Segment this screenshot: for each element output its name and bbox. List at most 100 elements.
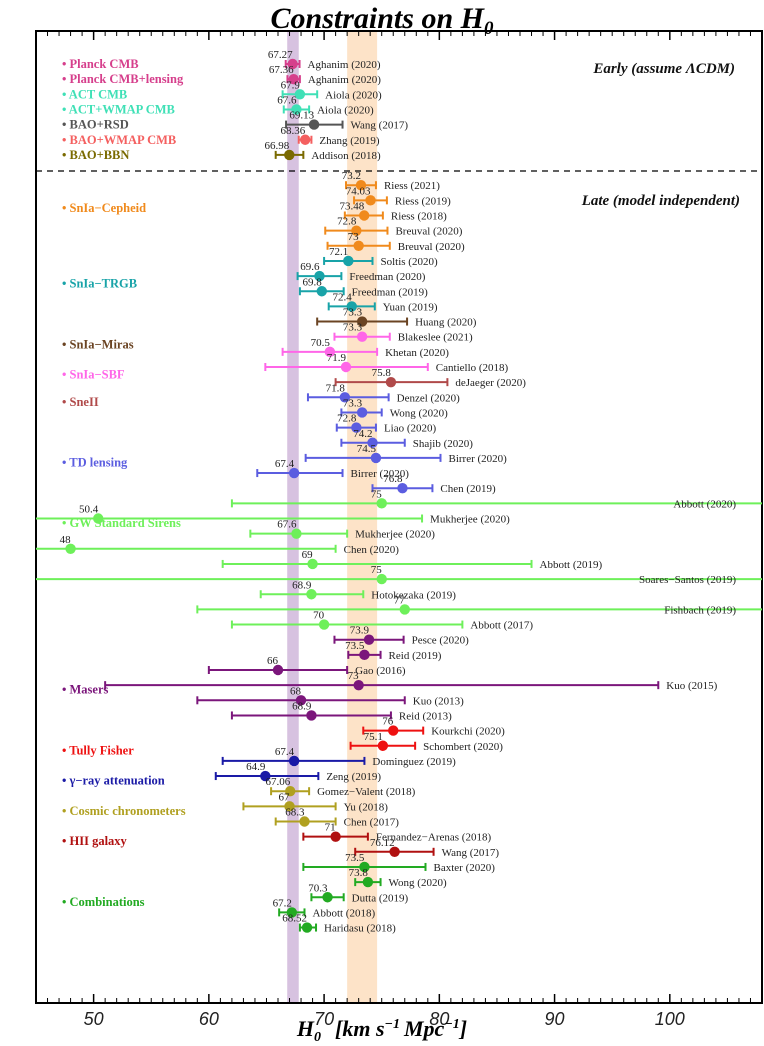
value-label-22: 73.3 bbox=[343, 397, 363, 409]
reference-label-36: Abbott (2017) bbox=[470, 620, 533, 632]
data-point-28 bbox=[376, 498, 387, 509]
value-label-32: 69 bbox=[302, 549, 314, 561]
value-label-28: 75 bbox=[371, 488, 383, 500]
reference-label-52: Baxter (2020) bbox=[434, 862, 496, 874]
value-label-38: 73.5 bbox=[345, 640, 365, 652]
data-point-9 bbox=[358, 210, 370, 221]
data-point-39 bbox=[272, 664, 284, 676]
group-label-12: • TD lensing bbox=[62, 455, 128, 469]
reference-label-31: Chen (2020) bbox=[344, 544, 400, 556]
x-tick-label-80: 80 bbox=[429, 1009, 449, 1029]
section-early-label: Early (assume ΛCDM) bbox=[592, 61, 735, 77]
group-label-15: • Tully Fisher bbox=[62, 743, 134, 757]
reference-label-19: Cantiello (2018) bbox=[436, 362, 509, 374]
data-point-24 bbox=[367, 437, 378, 448]
data-point-49 bbox=[299, 816, 310, 827]
data-point-15 bbox=[346, 301, 357, 312]
data-point-14 bbox=[316, 286, 327, 297]
group-label-11: • SneII bbox=[62, 395, 99, 409]
group-label-13: • GW Standard Sirens bbox=[62, 516, 181, 530]
value-label-8: 74.03 bbox=[346, 185, 371, 197]
value-label-48: 67 bbox=[279, 791, 291, 803]
reference-label-27: Chen (2019) bbox=[440, 483, 496, 495]
x-tick-label-70: 70 bbox=[314, 1009, 334, 1029]
data-point-38 bbox=[359, 649, 370, 661]
value-label-50: 71 bbox=[325, 822, 336, 834]
data-point-33 bbox=[376, 573, 387, 585]
data-point-2 bbox=[294, 89, 306, 100]
reference-label-6: Addison (2018) bbox=[311, 150, 381, 162]
reference-label-44: Schombert (2020) bbox=[423, 741, 503, 753]
data-point-8 bbox=[365, 195, 376, 206]
value-label-55: 67.2 bbox=[273, 897, 292, 909]
value-label-11: 73 bbox=[348, 231, 360, 243]
data-point-40 bbox=[353, 679, 364, 691]
value-label-9: 73.48 bbox=[339, 201, 364, 213]
data-point-3 bbox=[291, 104, 302, 115]
value-label-7: 73.2 bbox=[342, 170, 361, 182]
planck-band bbox=[287, 31, 299, 1003]
value-label-54: 70.3 bbox=[308, 882, 328, 894]
reference-label-7: Riess (2021) bbox=[384, 180, 440, 192]
exp-1: −1 bbox=[385, 1017, 400, 1032]
bars-layer bbox=[36, 58, 762, 933]
group-label-5: • BAO+WMAP CMB bbox=[62, 133, 176, 147]
value-label-16: 73.3 bbox=[343, 307, 363, 319]
data-point-29 bbox=[93, 513, 104, 524]
x-tick-label-90: 90 bbox=[545, 1009, 565, 1029]
data-point-21 bbox=[339, 392, 351, 403]
value-label-10: 72.8 bbox=[337, 216, 357, 228]
data-point-4 bbox=[308, 119, 320, 130]
reference-label-50: Fernandez−Arenas (2018) bbox=[376, 832, 492, 844]
group-label-0: • Planck CMB bbox=[62, 57, 139, 71]
reference-label-51: Wang (2017) bbox=[442, 847, 500, 859]
reference-label-17: Blakeslee (2021) bbox=[398, 332, 473, 344]
value-label-2: 67.9 bbox=[281, 79, 301, 91]
value-label-1: 67.36 bbox=[269, 64, 294, 76]
reference-label-49: Chen (2017) bbox=[344, 817, 400, 829]
data-point-6 bbox=[284, 149, 295, 161]
reference-label-42: Reid (2013) bbox=[399, 710, 452, 722]
value-label-35: 77 bbox=[394, 594, 406, 606]
plot-frame bbox=[35, 30, 763, 1004]
value-label-51: 76.12 bbox=[370, 837, 395, 849]
data-point-19 bbox=[340, 361, 352, 373]
data-point-17 bbox=[356, 331, 368, 342]
reference-label-2: Aiola (2020) bbox=[325, 89, 382, 101]
data-point-43 bbox=[388, 725, 399, 736]
data-point-30 bbox=[291, 528, 302, 539]
reference-label-11: Breuval (2020) bbox=[398, 241, 465, 253]
value-label-18: 70.5 bbox=[311, 337, 331, 349]
group-label-19: • Combinations bbox=[62, 895, 145, 909]
x-tick-label-100: 100 bbox=[655, 1009, 685, 1029]
value-label-36: 70 bbox=[313, 610, 325, 622]
data-point-25 bbox=[370, 452, 382, 464]
group-label-4: • BAO+RSD bbox=[62, 118, 129, 132]
reference-label-41: Kuo (2013) bbox=[413, 695, 464, 707]
reference-label-43: Kourkchi (2020) bbox=[431, 726, 505, 738]
value-label-6: 66.98 bbox=[265, 140, 290, 152]
reference-label-24: Shajib (2020) bbox=[413, 438, 474, 450]
value-label-39: 66 bbox=[267, 655, 279, 667]
reference-label-16: Huang (2020) bbox=[415, 317, 477, 329]
reference-label-37: Pesce (2020) bbox=[412, 635, 469, 647]
reference-label-48: Yu (2018) bbox=[344, 801, 389, 813]
data-point-48 bbox=[284, 801, 295, 812]
data-point-50 bbox=[330, 831, 341, 842]
reference-label-18: Khetan (2020) bbox=[385, 347, 449, 359]
section-late-label: Late (model independent) bbox=[581, 193, 740, 209]
chart-title: Constraints on H0 bbox=[271, 2, 494, 39]
x-axis-label: H0 [km s−1 Mpc−1] bbox=[296, 1016, 467, 1045]
reference-label-55: Abbott (2018) bbox=[313, 907, 376, 919]
group-label-2: • ACT CMB bbox=[62, 87, 127, 101]
reference-label-22: Wong (2020) bbox=[390, 407, 448, 419]
reference-label-0: Aghanim (2020) bbox=[308, 59, 381, 71]
reference-label-15: Yuan (2019) bbox=[383, 301, 438, 313]
value-label-26: 67.4 bbox=[275, 458, 295, 470]
value-label-40: 73 bbox=[348, 670, 360, 682]
data-point-56 bbox=[301, 922, 313, 933]
data-point-0 bbox=[287, 58, 298, 70]
value-label-46: 64.9 bbox=[246, 761, 266, 773]
data-point-5 bbox=[299, 134, 311, 145]
